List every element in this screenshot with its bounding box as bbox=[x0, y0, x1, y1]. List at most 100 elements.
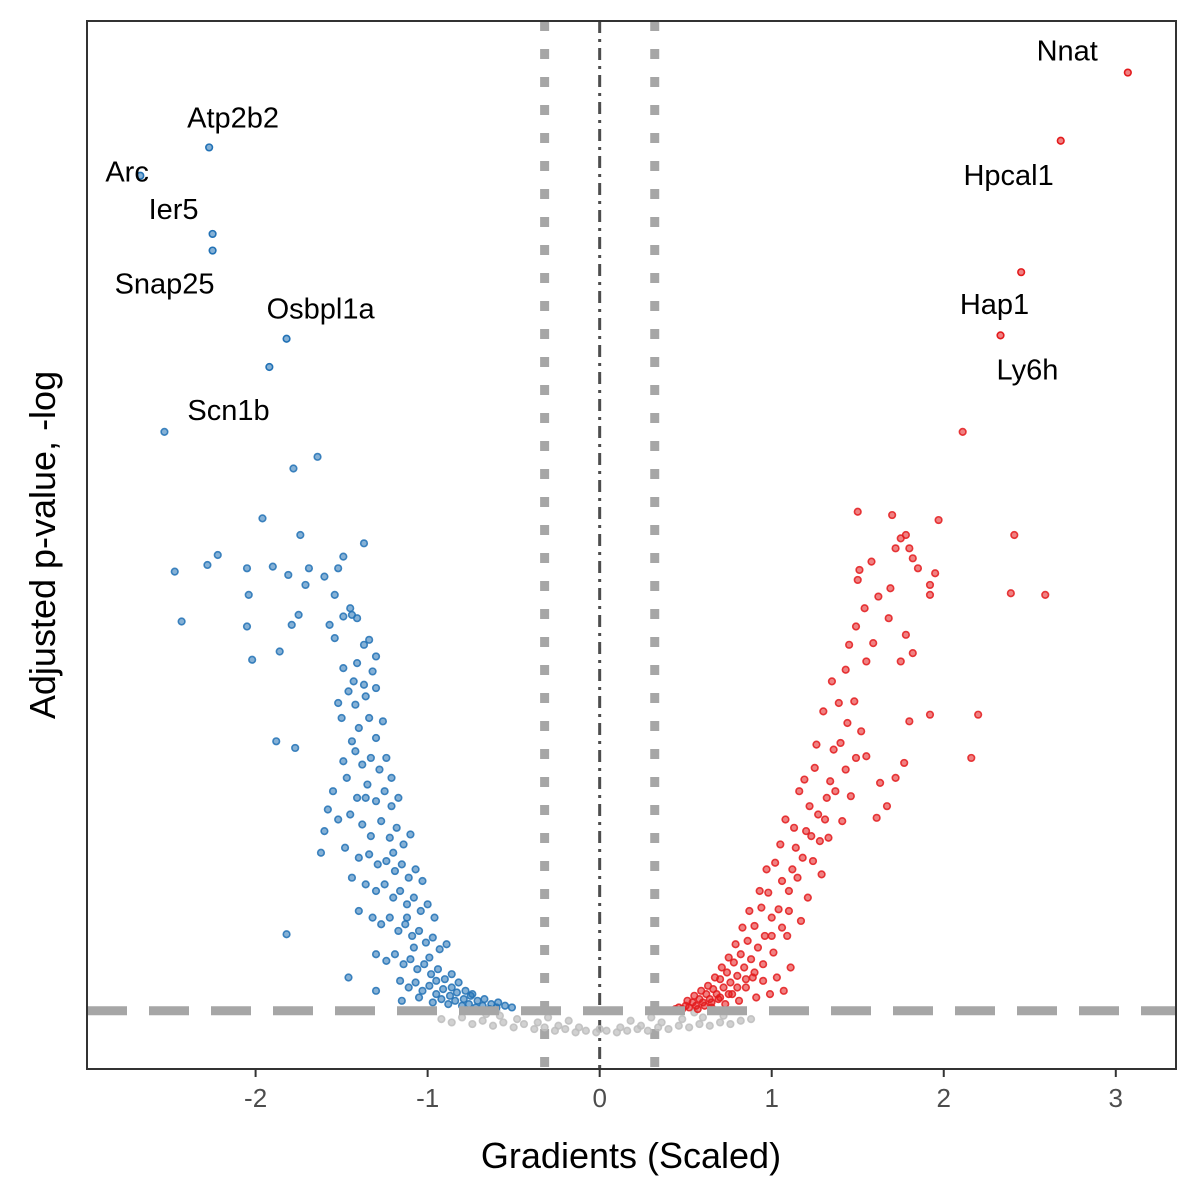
up-gene-point bbox=[777, 876, 787, 886]
down-gene-point bbox=[287, 620, 296, 629]
up-gene-point bbox=[905, 544, 914, 553]
down-gene-point bbox=[447, 983, 456, 992]
up-gene-point bbox=[843, 718, 852, 728]
ns-gene-point bbox=[540, 1023, 549, 1032]
down-gene-point bbox=[426, 970, 436, 979]
down-gene-point bbox=[320, 572, 329, 581]
labeled-gene-point bbox=[282, 334, 291, 343]
down-gene-point bbox=[361, 692, 370, 701]
ns-gene-point bbox=[695, 1019, 704, 1029]
down-gene-point bbox=[414, 926, 424, 936]
down-gene-point bbox=[177, 617, 186, 626]
down-gene-point bbox=[344, 973, 353, 982]
up-gene-point bbox=[896, 657, 905, 666]
down-gene-point bbox=[432, 976, 441, 985]
x-tick-label: 2 bbox=[937, 1083, 951, 1113]
up-gene-point bbox=[874, 592, 883, 601]
down-gene-point bbox=[373, 860, 382, 869]
ns-gene-point bbox=[674, 1021, 683, 1030]
down-gene-point bbox=[339, 552, 348, 561]
down-gene-point bbox=[304, 564, 314, 573]
down-gene-point bbox=[339, 612, 348, 621]
down-gene-point bbox=[242, 564, 252, 573]
ns-gene-point bbox=[698, 1013, 707, 1022]
up-gene-point bbox=[827, 677, 837, 686]
up-gene-point bbox=[896, 534, 905, 543]
up-gene-point bbox=[767, 913, 776, 922]
down-gene-point bbox=[346, 810, 355, 819]
gene-label: Osbpl1a bbox=[267, 294, 376, 326]
x-tick-label: 0 bbox=[592, 1083, 606, 1113]
down-gene-point bbox=[371, 797, 381, 806]
down-gene-point bbox=[421, 938, 431, 947]
down-gene-point bbox=[361, 880, 370, 889]
down-gene-point bbox=[385, 913, 394, 922]
up-gene-point bbox=[846, 792, 855, 801]
down-gene-point bbox=[371, 652, 381, 661]
up-gene-point bbox=[783, 931, 792, 941]
up-gene-point bbox=[798, 853, 807, 862]
up-gene-point bbox=[734, 996, 744, 1005]
up-gene-point bbox=[771, 858, 780, 867]
down-gene-point bbox=[389, 848, 398, 857]
ns-gene-point bbox=[512, 1014, 522, 1024]
down-gene-point bbox=[385, 833, 394, 842]
ns-gene-point bbox=[636, 1021, 646, 1030]
down-gene-point bbox=[334, 564, 343, 573]
down-gene-point bbox=[337, 713, 346, 723]
down-gene-point bbox=[378, 717, 388, 726]
up-gene-point bbox=[808, 856, 818, 866]
down-gene-point bbox=[365, 713, 374, 723]
down-gene-point bbox=[406, 830, 415, 839]
up-gene-point bbox=[812, 740, 821, 749]
down-gene-point bbox=[399, 960, 408, 969]
up-gene-point bbox=[779, 986, 788, 995]
up-gene-point bbox=[869, 639, 878, 648]
up-gene-point bbox=[764, 888, 773, 897]
down-gene-point bbox=[390, 950, 400, 959]
down-gene-point bbox=[433, 965, 443, 974]
down-gene-point bbox=[401, 920, 410, 929]
down-gene-point bbox=[363, 780, 372, 789]
ns-gene-point bbox=[447, 1018, 456, 1027]
ns-gene-point bbox=[533, 1018, 542, 1027]
down-gene-point bbox=[414, 993, 424, 1002]
down-gene-point bbox=[437, 995, 446, 1004]
down-gene-point bbox=[365, 850, 374, 859]
up-gene-point bbox=[967, 753, 976, 763]
down-gene-point bbox=[382, 753, 391, 763]
ns-gene-point bbox=[530, 1024, 539, 1034]
up-gene-point bbox=[925, 590, 935, 600]
up-gene-point bbox=[862, 752, 871, 761]
ns-gene-point bbox=[715, 1018, 725, 1027]
down-gene-point bbox=[359, 640, 369, 649]
down-gene-point bbox=[334, 815, 343, 824]
up-gene-point bbox=[900, 758, 909, 768]
up-gene-point bbox=[888, 510, 897, 520]
up-gene-point bbox=[777, 923, 787, 932]
up-gene-point bbox=[857, 727, 866, 736]
up-gene-point bbox=[872, 813, 881, 822]
down-gene-point bbox=[390, 866, 400, 876]
down-gene-point bbox=[430, 913, 439, 922]
up-gene-point bbox=[795, 787, 804, 796]
down-gene-point bbox=[368, 913, 377, 922]
up-gene-point bbox=[710, 973, 720, 982]
ns-gene-point bbox=[519, 1019, 529, 1029]
down-gene-point bbox=[413, 965, 422, 974]
up-gene-point bbox=[884, 614, 893, 623]
ns-gene-point bbox=[581, 1026, 591, 1035]
up-gene-point bbox=[836, 738, 845, 748]
up-gene-point bbox=[925, 580, 935, 590]
ns-gene-point bbox=[623, 1026, 632, 1035]
labeled-gene-point bbox=[208, 229, 217, 239]
ns-gene-point bbox=[509, 1023, 518, 1032]
up-gene-point bbox=[901, 630, 911, 639]
down-gene-point bbox=[382, 856, 391, 866]
ns-gene-point bbox=[554, 1021, 563, 1030]
reference-lines bbox=[540, 21, 660, 1069]
down-gene-point bbox=[244, 590, 253, 600]
up-gene-point bbox=[784, 906, 794, 916]
down-gene-point bbox=[291, 743, 300, 753]
